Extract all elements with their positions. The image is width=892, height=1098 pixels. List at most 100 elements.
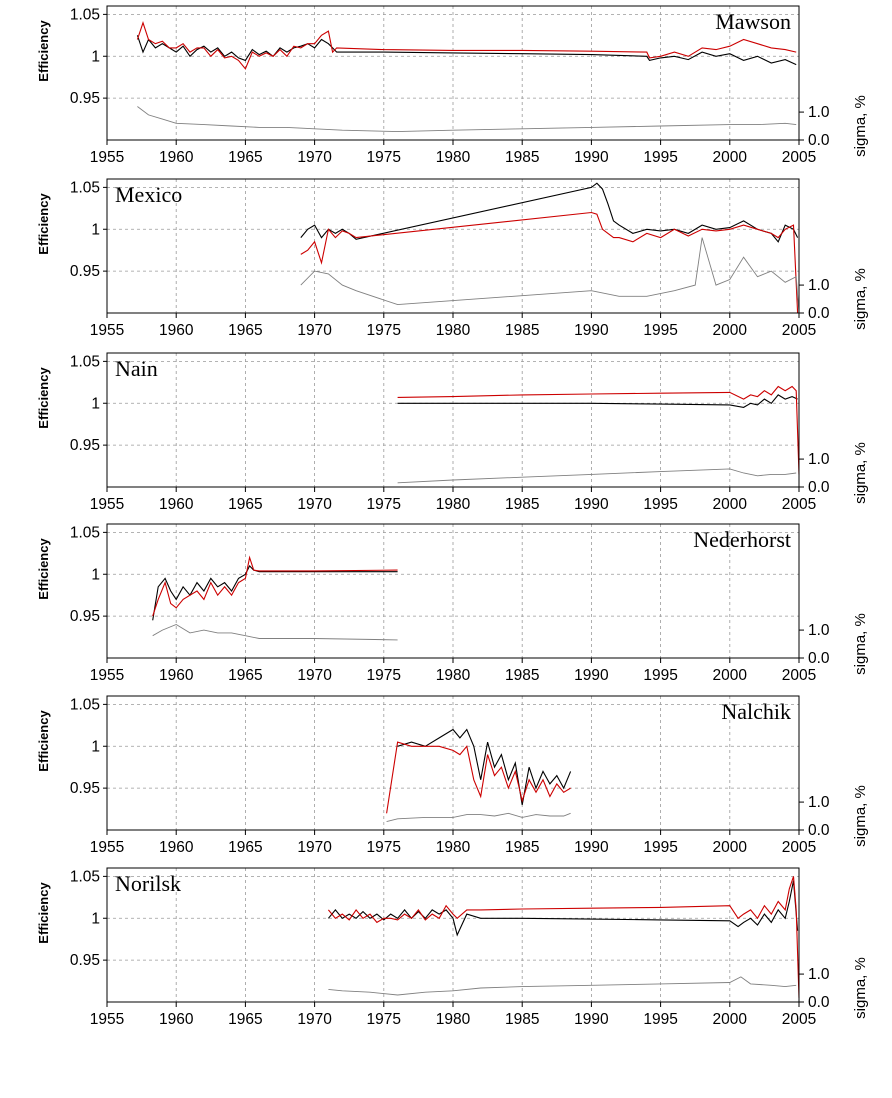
efficiency-series-black xyxy=(397,728,572,805)
efficiency-series-red xyxy=(152,555,398,617)
y-tick-label: 0.95 xyxy=(70,780,100,797)
x-tick-label: 1990 xyxy=(574,1011,609,1028)
x-tick-label: 1970 xyxy=(297,667,332,684)
x-tick-label: 1995 xyxy=(643,496,677,513)
x-tick-label: 1960 xyxy=(159,667,194,684)
x-tick-label: 1985 xyxy=(505,149,539,166)
x-tick-label: 1960 xyxy=(159,839,194,856)
x-tick-label: 1975 xyxy=(367,667,401,684)
y-tick-label: 1 xyxy=(91,48,100,65)
y2-tick-label: 0.0 xyxy=(808,822,830,839)
x-tick-label: 1960 xyxy=(159,322,194,339)
y-tick-label: 0.95 xyxy=(70,437,100,454)
x-tick-label: 1970 xyxy=(297,496,332,513)
station-title: Nain xyxy=(115,356,158,381)
x-tick-label: 1995 xyxy=(643,1011,677,1028)
y-axis-label: Efficiency xyxy=(36,193,51,255)
chart-panel-mawson: 1955 1960 1965 1970 1975 1980 1985 1990 1995 2000… xyxy=(36,5,869,166)
x-tick-label: 1965 xyxy=(228,496,262,513)
y2-tick-label: 1.0 xyxy=(808,104,830,121)
x-tick-label: 1985 xyxy=(505,839,539,856)
x-tick-label: 1975 xyxy=(367,322,401,339)
x-tick-label: 1975 xyxy=(367,1011,401,1028)
efficiency-series-red xyxy=(300,211,799,314)
y2-tick-label: 0.0 xyxy=(808,650,830,667)
y2-axis-label: sigma, % xyxy=(852,95,869,157)
sigma-series-line xyxy=(386,812,571,823)
chart-panel-nain: 1955 1960 1965 1970 1975 1980 1985 1990 1995 2000… xyxy=(36,352,869,513)
y-tick-label: 0.95 xyxy=(70,90,100,107)
x-tick-label: 1990 xyxy=(574,667,609,684)
y-tick-label: 1 xyxy=(91,221,100,238)
x-tick-label: 2005 xyxy=(782,839,816,856)
y2-axis-label: sigma, % xyxy=(852,785,869,847)
y-tick-label: 1 xyxy=(91,395,100,412)
y-axis-label: Efficiency xyxy=(36,882,51,944)
x-tick-label: 1965 xyxy=(228,667,262,684)
x-tick-label: 2005 xyxy=(782,322,816,339)
y-axis-label: Efficiency xyxy=(36,367,51,429)
x-tick-label: 1960 xyxy=(159,149,194,166)
x-tick-label: 1975 xyxy=(367,839,401,856)
x-tick-label: 1965 xyxy=(228,149,262,166)
y-tick-label: 1 xyxy=(91,738,100,755)
chart-panel-mexico: 1955 1960 1965 1970 1975 1980 1985 1990 1995 2000… xyxy=(36,178,869,339)
y2-axis-label: sigma, % xyxy=(852,268,869,330)
y-tick-label: 1.05 xyxy=(70,868,100,885)
y2-axis-label: sigma, % xyxy=(852,442,869,504)
x-tick-label: 1990 xyxy=(574,839,609,856)
y2-tick-label: 1.0 xyxy=(808,622,830,639)
x-tick-label: 2000 xyxy=(713,1011,748,1028)
x-tick-label: 1955 xyxy=(90,839,124,856)
x-tick-label: 1955 xyxy=(90,322,124,339)
station-title: Mexico xyxy=(115,182,182,207)
x-tick-label: 1995 xyxy=(643,149,677,166)
x-tick-label: 1960 xyxy=(159,1011,194,1028)
y-tick-label: 1 xyxy=(91,910,100,927)
x-tick-label: 1965 xyxy=(228,322,262,339)
x-tick-label: 1990 xyxy=(574,496,609,513)
y2-tick-label: 0.0 xyxy=(808,132,830,149)
x-tick-label: 1990 xyxy=(574,149,609,166)
sigma-series-line xyxy=(397,468,797,484)
x-tick-label: 1960 xyxy=(159,496,194,513)
efficiency-series-black xyxy=(397,394,798,408)
sigma-series-line xyxy=(328,976,797,996)
sigma-series-line xyxy=(152,623,398,641)
x-tick-label: 1975 xyxy=(367,496,401,513)
sigma-series-line xyxy=(300,237,800,314)
y2-axis-label: sigma, % xyxy=(852,613,869,675)
x-tick-label: 1955 xyxy=(90,667,124,684)
y-tick-label: 0.95 xyxy=(70,952,100,969)
y2-tick-label: 1.0 xyxy=(808,966,830,983)
y2-tick-label: 1.0 xyxy=(808,451,830,468)
x-tick-label: 1980 xyxy=(436,1011,471,1028)
y2-tick-label: 0.0 xyxy=(808,479,830,496)
efficiency-series-black xyxy=(300,182,799,243)
x-tick-label: 1995 xyxy=(643,667,677,684)
x-tick-label: 1970 xyxy=(297,149,332,166)
chart-panel-nederhorst: 1955 1960 1965 1970 1975 1980 1985 1990 1995 2000… xyxy=(36,523,869,684)
chart-panel-nalchik: 1955 1960 1965 1970 1975 1980 1985 1990 1995 2000… xyxy=(36,695,869,856)
x-tick-label: 1975 xyxy=(367,149,401,166)
y-tick-label: 1.05 xyxy=(70,353,100,370)
x-tick-label: 1995 xyxy=(643,322,677,339)
sigma-series-line xyxy=(137,106,797,133)
x-tick-label: 2005 xyxy=(782,667,816,684)
y-tick-label: 1.05 xyxy=(70,6,100,23)
y-axis-label: Efficiency xyxy=(36,538,51,600)
x-tick-label: 1980 xyxy=(436,496,471,513)
x-tick-label: 1970 xyxy=(297,1011,332,1028)
chart-panel-norilsk: 1955 1960 1965 1970 1975 1980 1985 1990 1995 2000… xyxy=(36,867,869,1028)
x-tick-label: 1980 xyxy=(436,322,471,339)
x-tick-label: 1990 xyxy=(574,322,609,339)
x-tick-label: 2000 xyxy=(713,839,748,856)
y-axis-label: Efficiency xyxy=(36,20,51,82)
y-tick-label: 0.95 xyxy=(70,263,100,280)
x-tick-label: 1980 xyxy=(436,149,471,166)
x-tick-label: 2000 xyxy=(713,667,748,684)
station-title: Norilsk xyxy=(115,871,181,896)
y2-tick-label: 0.0 xyxy=(808,994,830,1011)
efficiency-series-red xyxy=(386,741,571,814)
